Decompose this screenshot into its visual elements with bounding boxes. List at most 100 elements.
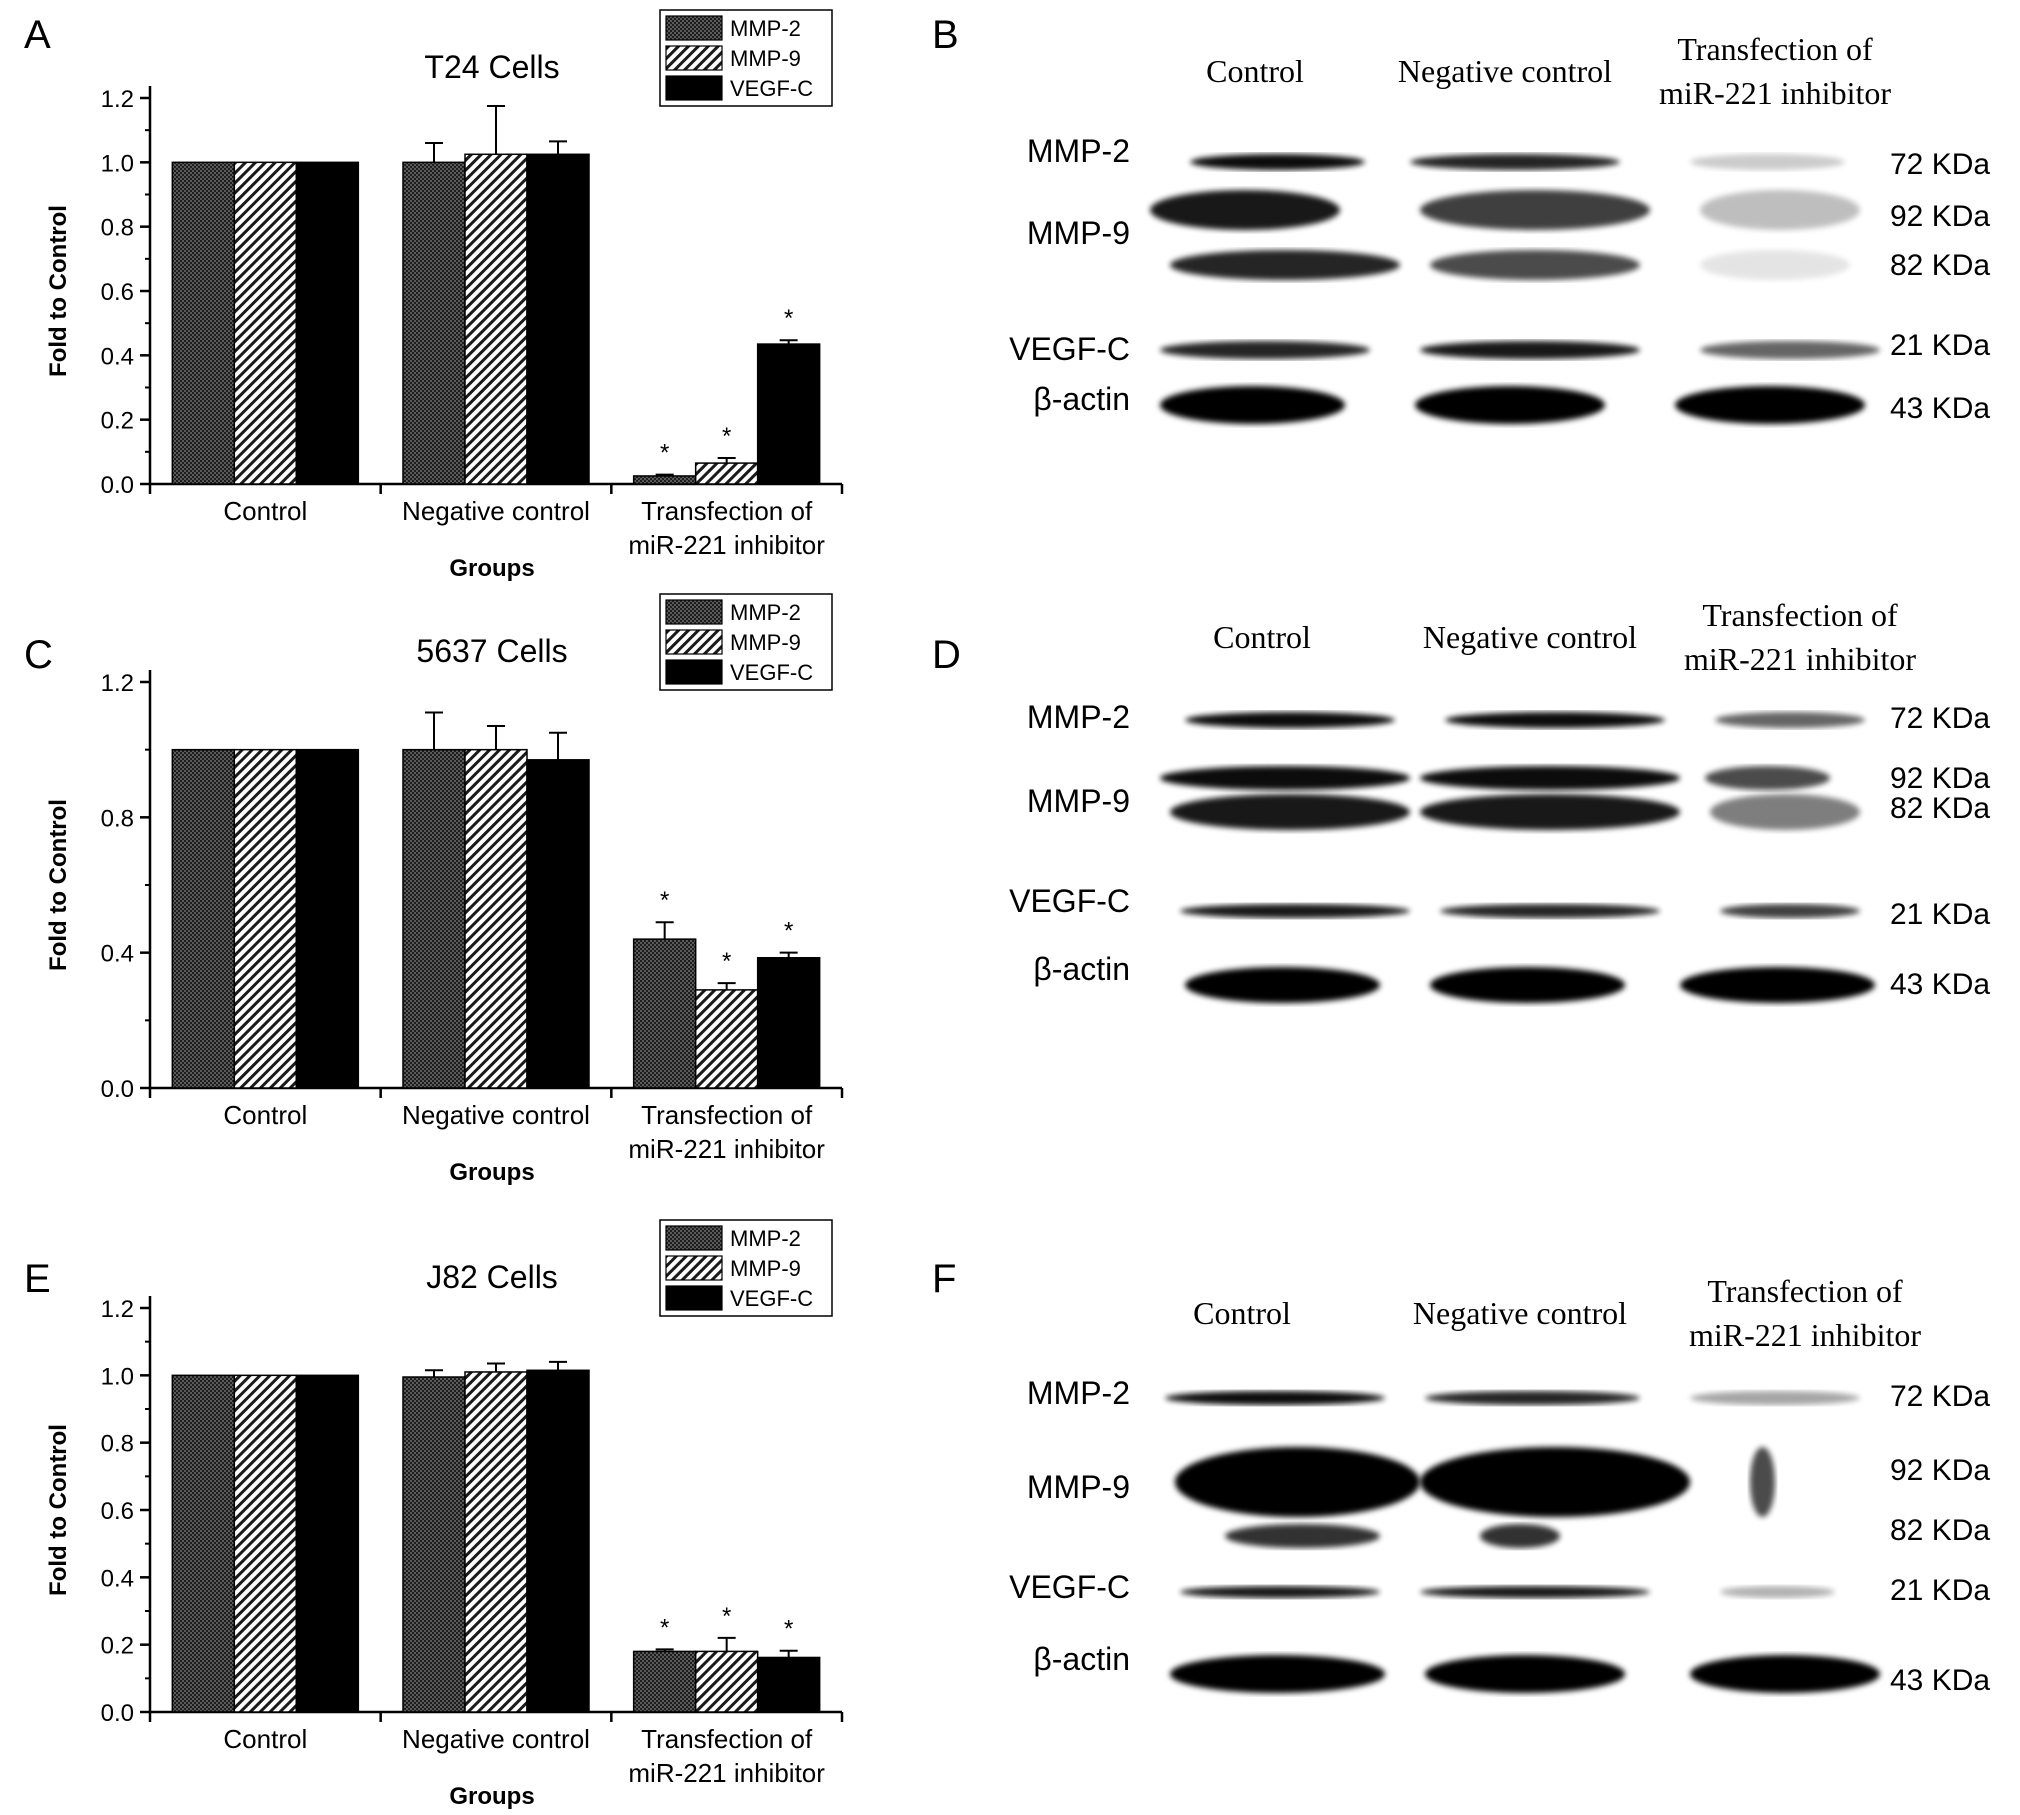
bar-vegf-c-control xyxy=(295,161,360,485)
significance-marker: * xyxy=(784,305,793,332)
y-tick-label: 0.8 xyxy=(101,215,134,242)
chart-title: 5637 Cells xyxy=(416,633,567,669)
x-category-label: Control xyxy=(223,1100,307,1130)
legend-label-mmp-2: MMP-2 xyxy=(730,600,801,625)
size-label-21-kda: 21 KDa xyxy=(1890,898,1990,931)
legend-swatch-mmp-2 xyxy=(665,1225,723,1251)
bar-vegf-c-transfection-of-mir-221-inhibitor xyxy=(756,956,821,1089)
significance-marker: * xyxy=(660,887,669,914)
blot-band xyxy=(1415,386,1605,424)
protein-label-actin: β-actin xyxy=(1033,951,1130,987)
legend-swatch-mmp-9 xyxy=(665,1255,723,1281)
x-category-label: Transfection of xyxy=(641,496,813,526)
bar-vegf-c-transfection-of-mir-221-inhibitor xyxy=(756,1656,821,1713)
blot-band xyxy=(1430,250,1640,280)
size-label-43-kda: 43 KDa xyxy=(1890,1664,1990,1697)
significance-marker: * xyxy=(722,948,731,975)
lane-label-transfection-of: Transfection of xyxy=(1677,31,1873,67)
legend-swatch-vegf-c xyxy=(665,659,723,685)
y-tick-label: 0.4 xyxy=(101,1565,134,1592)
lane-label-transfection-of: miR-221 inhibitor xyxy=(1684,641,1916,677)
blot-band xyxy=(1410,154,1620,170)
x-category-label: Control xyxy=(223,1724,307,1754)
x-category-label: Negative control xyxy=(402,496,590,526)
lane-label-transfection-of: Transfection of xyxy=(1702,597,1898,633)
protein-label-mmp-9: MMP-9 xyxy=(1027,1469,1130,1505)
bar-mmp-9-negative-control xyxy=(464,748,528,1089)
bar-mmp-9-control xyxy=(233,161,298,485)
y-axis-title: Fold to Control xyxy=(45,1424,72,1596)
blot-band xyxy=(1720,904,1860,918)
legend-swatch-vegf-c xyxy=(665,75,723,101)
blot-band xyxy=(1150,190,1340,230)
lane-label-transfection-of: miR-221 inhibitor xyxy=(1659,75,1891,111)
bar-mmp-9-control xyxy=(233,1374,298,1713)
bar-vegf-c-negative-control xyxy=(526,153,590,485)
blot-band xyxy=(1425,1655,1625,1693)
y-axis-title: Fold to Control xyxy=(45,799,72,971)
blot-band xyxy=(1430,967,1625,1003)
significance-marker: * xyxy=(722,1603,731,1630)
protein-label-mmp-9: MMP-9 xyxy=(1027,783,1130,819)
blot-band xyxy=(1420,1447,1690,1517)
blot-band xyxy=(1160,341,1370,359)
x-category-label: Transfection of xyxy=(641,1100,813,1130)
blot-band xyxy=(1180,904,1410,918)
x-category-label: Negative control xyxy=(402,1100,590,1130)
lane-label-control: Control xyxy=(1206,53,1304,89)
y-tick-label: 0.2 xyxy=(101,1633,134,1660)
legend-swatch-mmp-9 xyxy=(665,45,723,71)
significance-marker: * xyxy=(784,918,793,945)
protein-label-vegf-c: VEGF-C xyxy=(1009,1569,1130,1605)
legend-label-mmp-9: MMP-9 xyxy=(730,46,801,71)
panel-letter-a: A xyxy=(24,13,51,57)
protein-label-vegf-c: VEGF-C xyxy=(1009,883,1130,919)
bar-mmp-9-negative-control xyxy=(464,153,528,485)
significance-marker: * xyxy=(722,423,731,450)
legend-swatch-mmp-2 xyxy=(665,15,723,41)
bar-mmp-2-control xyxy=(171,748,236,1089)
lane-label-transfection-of: Transfection of xyxy=(1707,1273,1903,1309)
panel-letter-d: D xyxy=(932,633,961,677)
lane-label-control: Control xyxy=(1193,1295,1291,1331)
protein-label-mmp-2: MMP-2 xyxy=(1027,699,1130,735)
bar-mmp-2-negative-control xyxy=(402,161,466,485)
blot-band xyxy=(1710,794,1860,830)
panel-letter-f: F xyxy=(932,1257,956,1301)
significance-marker: * xyxy=(784,1616,793,1643)
legend-label-mmp-9: MMP-9 xyxy=(730,1256,801,1281)
blot-band xyxy=(1690,1391,1860,1405)
size-label-72-kda: 72 KDa xyxy=(1890,702,1990,735)
legend: MMP-2 MMP-9 VEGF-C xyxy=(659,593,833,691)
protein-label-actin: β-actin xyxy=(1033,381,1130,417)
blot-band xyxy=(1750,1447,1775,1517)
legend-swatch-mmp-9 xyxy=(665,629,723,655)
blot-band xyxy=(1160,766,1410,790)
y-tick-label: 1.2 xyxy=(101,86,134,113)
size-label-43-kda: 43 KDa xyxy=(1890,392,1990,425)
y-tick-label: 0.0 xyxy=(101,472,134,499)
bar-mmp-9-transfection-of-mir-221-inhibitor xyxy=(694,989,759,1089)
western-blot-t24: Control Negative control Transfection of mi… xyxy=(1009,31,1990,425)
panel-letter-c: C xyxy=(24,633,53,677)
blot-band xyxy=(1175,1447,1420,1517)
y-tick-label: 0.4 xyxy=(101,343,134,370)
legend-swatch-vegf-c xyxy=(665,1285,723,1311)
western-blot-5637: Control Negative control Transfection of mi… xyxy=(1009,597,1990,1003)
size-label-72-kda: 72 KDa xyxy=(1890,1380,1990,1413)
y-tick-label: 0.6 xyxy=(101,279,134,306)
y-axis-title: Fold to Control xyxy=(45,205,72,377)
legend-label-mmp-2: MMP-2 xyxy=(730,1226,801,1251)
bar-vegf-c-negative-control xyxy=(526,759,590,1089)
y-tick-label: 0.0 xyxy=(101,1076,134,1103)
y-tick-label: 1.2 xyxy=(101,1296,134,1323)
chart-title: T24 Cells xyxy=(424,49,559,85)
blot-band xyxy=(1705,766,1830,790)
blot-band xyxy=(1675,386,1865,424)
blot-band xyxy=(1165,1391,1385,1405)
protein-label-vegf-c: VEGF-C xyxy=(1009,331,1130,367)
blot-band xyxy=(1680,967,1875,1003)
legend-label-vegf-c: VEGF-C xyxy=(730,660,813,685)
x-category-label: miR-221 inhibitor xyxy=(628,530,825,560)
bar-mmp-9-control xyxy=(233,748,298,1089)
